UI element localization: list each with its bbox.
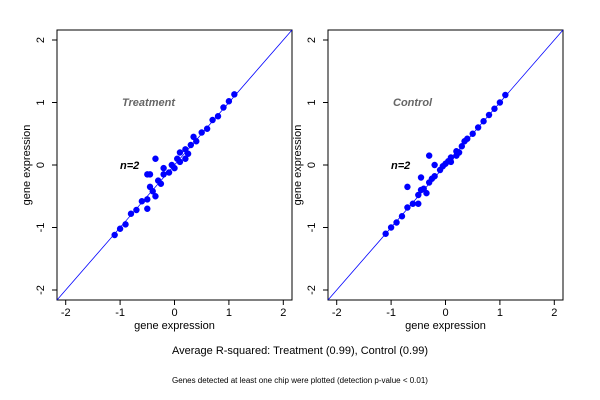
x-tick-label: 1 (226, 307, 232, 319)
point (447, 154, 455, 161)
y-axis-label: gene expression (21, 125, 33, 206)
point (404, 204, 411, 211)
point (152, 193, 159, 200)
point (474, 124, 482, 131)
point (171, 164, 178, 172)
point (122, 221, 129, 228)
y-tick-label: 0 (35, 162, 47, 168)
x-tick-label: -1 (386, 307, 396, 319)
point (423, 189, 430, 197)
point (176, 149, 184, 156)
point (157, 180, 165, 187)
point (425, 152, 433, 159)
point (184, 150, 192, 157)
point (225, 98, 233, 105)
panel-title: Control (393, 97, 433, 109)
y-tick-label: 2 (35, 37, 47, 43)
point (214, 113, 222, 120)
point (152, 155, 159, 162)
point (149, 188, 156, 195)
point (409, 200, 417, 207)
point (176, 158, 184, 166)
point (220, 104, 227, 111)
point (160, 164, 167, 172)
annotation: n=2 (391, 160, 410, 172)
point (453, 152, 460, 159)
y-tick-label: -1 (35, 223, 47, 233)
y-tick-label: -1 (306, 223, 318, 233)
point (144, 196, 151, 203)
x-tick-label: 2 (551, 307, 557, 319)
point (231, 91, 238, 98)
point (165, 169, 173, 176)
point (382, 230, 389, 237)
x-tick-label: -2 (61, 307, 71, 319)
x-tick-label: 0 (442, 307, 448, 319)
point (431, 161, 438, 169)
point (116, 225, 124, 232)
point (502, 91, 509, 99)
point (458, 143, 466, 150)
panel-title: Treatment (122, 97, 176, 109)
point (447, 158, 455, 166)
point (393, 219, 400, 226)
point (144, 205, 151, 212)
x-tick-label: 1 (497, 307, 503, 319)
x-tick-label: 2 (280, 307, 286, 319)
point (431, 173, 438, 180)
point (404, 183, 411, 191)
y-tick-label: 2 (306, 37, 318, 43)
point (182, 155, 189, 162)
point (485, 111, 493, 119)
point (461, 138, 468, 145)
y-tick-label: 1 (35, 99, 47, 105)
point (398, 213, 406, 220)
y-tick-label: -2 (35, 285, 47, 295)
y-tick-label: -2 (306, 285, 318, 295)
point (160, 171, 167, 178)
x-tick-label: -1 (115, 307, 125, 319)
point (480, 118, 487, 125)
footnote: Genes detected at least one chip were pl… (172, 376, 428, 385)
point (127, 210, 135, 217)
point (133, 206, 140, 214)
point (469, 130, 476, 137)
point (417, 174, 425, 181)
point (491, 105, 498, 112)
point (198, 129, 205, 136)
caption: Average R-squared: Treatment (0.99), Con… (172, 345, 428, 357)
point (387, 224, 395, 231)
point (138, 198, 146, 205)
point (415, 191, 422, 199)
y-axis-label: gene expression (292, 125, 304, 206)
point (203, 125, 211, 132)
point (415, 200, 422, 207)
annotation: n=2 (120, 160, 139, 172)
x-tick-label: 0 (171, 307, 177, 319)
point (496, 99, 504, 106)
x-axis-label: gene expression (405, 320, 486, 332)
x-tick-label: -2 (332, 307, 342, 319)
y-tick-label: 1 (306, 99, 318, 105)
point (111, 231, 118, 239)
point (209, 116, 216, 124)
y-tick-label: 0 (306, 162, 318, 168)
x-axis-label: gene expression (134, 320, 215, 332)
point (190, 133, 197, 141)
point (187, 141, 195, 149)
point (144, 171, 151, 178)
